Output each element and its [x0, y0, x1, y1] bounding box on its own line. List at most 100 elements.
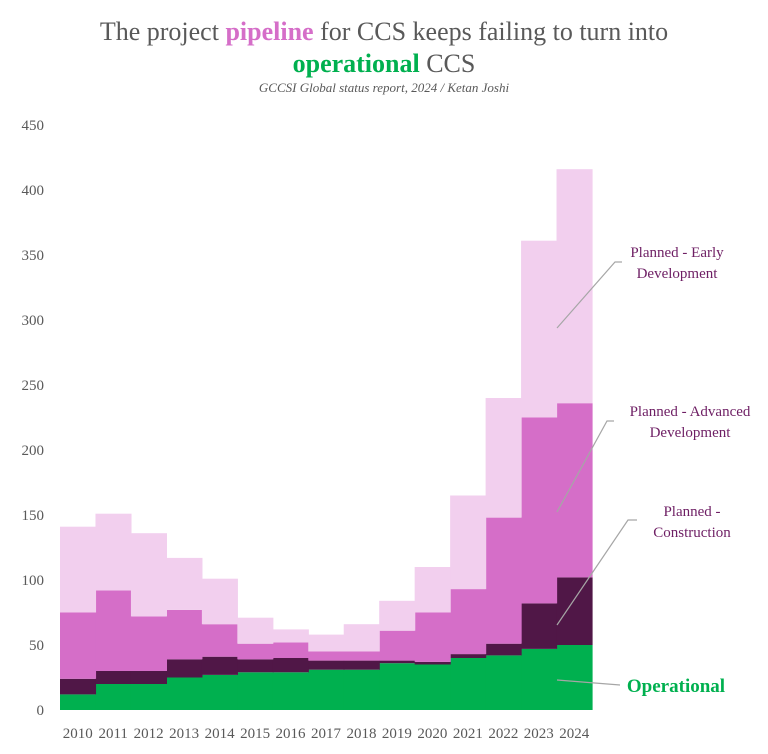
- bar-segment-operational-2023: [521, 648, 558, 710]
- bar-segment-planned-advanced-development-2018: [343, 651, 380, 661]
- x-tick-label: 2016: [276, 726, 307, 742]
- label-construction-2: Construction: [653, 525, 731, 541]
- label-early-2: Development: [637, 266, 719, 282]
- y-tick-label: 0: [37, 703, 45, 719]
- bar-segment-planned-construction-2019: [379, 660, 416, 664]
- bar-segment-planned-early-development-2018: [343, 624, 380, 652]
- bar-segment-planned-advanced-development-2013: [166, 609, 203, 660]
- bar-segment-planned-early-development-2017: [308, 634, 345, 652]
- chart-title-line1: The project pipeline for CCS keeps faili…: [0, 15, 768, 48]
- leader-line-operational: [556, 679, 621, 686]
- x-tick-label: 2019: [382, 726, 412, 742]
- x-tick-label: 2015: [240, 726, 270, 742]
- bar-segment-planned-early-development-2021: [450, 495, 487, 590]
- x-tick-label: 2020: [417, 726, 447, 742]
- bar-segment-planned-construction-2023: [521, 603, 558, 649]
- bar-segment-planned-construction-2017: [308, 660, 345, 670]
- bar-segment-operational-2019: [379, 663, 416, 710]
- label-advanced-2: Development: [650, 425, 732, 441]
- bar-segment-planned-construction-2022: [485, 643, 522, 656]
- bar-segment-planned-early-development-2019: [379, 600, 416, 631]
- bar-segment-planned-advanced-development-2020: [414, 612, 451, 662]
- x-tick-label: 2013: [169, 726, 199, 742]
- bar-segment-planned-early-development-2015: [237, 617, 274, 644]
- bar-segment-planned-construction-2014: [201, 656, 238, 675]
- y-tick-label: 200: [22, 443, 45, 459]
- bar-segment-planned-early-development-2020: [414, 567, 451, 613]
- label-operational: Operational: [627, 676, 725, 697]
- y-tick-label: 400: [22, 183, 45, 199]
- y-tick-label: 150: [22, 508, 45, 524]
- leader-line-advanced: [556, 420, 614, 513]
- bar-segment-planned-early-development-2023: [521, 240, 558, 418]
- bar-segment-planned-advanced-development-2019: [379, 630, 416, 661]
- bar-segment-planned-construction-2020: [414, 661, 451, 665]
- bar-segment-planned-early-development-2012: [130, 533, 167, 617]
- bar-segment-planned-construction-2016: [272, 658, 309, 673]
- bar-segment-planned-construction-2018: [343, 660, 380, 670]
- x-tick-label: 2010: [63, 726, 93, 742]
- y-tick-label: 250: [22, 378, 45, 394]
- chart-subtitle: GCCSI Global status report, 2024 / Ketan…: [258, 80, 510, 95]
- bar-segment-planned-early-development-2010: [60, 526, 97, 613]
- bar-segment-planned-advanced-development-2015: [237, 643, 274, 660]
- bar-segment-planned-advanced-development-2021: [450, 589, 487, 655]
- bar-segment-planned-advanced-development-2014: [201, 624, 238, 657]
- x-tick-label: 2018: [346, 726, 376, 742]
- chart-title-line2: operational CCS: [0, 47, 768, 80]
- x-tick-label: 2022: [488, 726, 518, 742]
- bar-segment-operational-2021: [450, 658, 487, 710]
- x-tick-label: 2014: [205, 726, 236, 742]
- bar-segment-planned-early-development-2016: [272, 629, 309, 643]
- label-early-1: Planned - Early: [630, 245, 724, 261]
- bar-segment-operational-2016: [272, 672, 309, 710]
- title-highlight-operational: operational: [292, 49, 420, 78]
- label-construction-1: Planned -: [663, 504, 720, 520]
- title-text: for CCS keeps failing to turn into: [313, 17, 669, 46]
- bar-segment-planned-advanced-development-2010: [60, 612, 97, 679]
- bar-segment-operational-2020: [414, 664, 451, 710]
- bar-segment-operational-2011: [95, 684, 132, 710]
- bar-segment-operational-2012: [130, 684, 167, 710]
- title-highlight-pipeline: pipeline: [225, 17, 314, 46]
- bar-segment-operational-2013: [166, 677, 203, 710]
- bar-segment-planned-construction-2011: [95, 671, 132, 684]
- bar-segment-planned-advanced-development-2024: [556, 403, 593, 578]
- label-advanced-1: Planned - Advanced: [630, 404, 751, 420]
- title-text: CCS: [419, 49, 476, 78]
- bar-segment-planned-early-development-2024: [556, 169, 593, 404]
- title-text: The project: [99, 17, 226, 46]
- bar-segment-planned-advanced-development-2016: [272, 642, 309, 658]
- bar-segment-planned-advanced-development-2022: [485, 517, 522, 644]
- bar-segment-planned-early-development-2014: [201, 578, 238, 625]
- x-tick-label: 2012: [134, 726, 164, 742]
- bar-segment-operational-2017: [308, 669, 345, 710]
- leader-line-early: [556, 261, 622, 329]
- bar-segment-planned-construction-2010: [60, 678, 97, 695]
- bar-segment-planned-construction-2012: [130, 671, 167, 684]
- bar-segment-planned-advanced-development-2012: [130, 616, 167, 671]
- bar-segment-planned-advanced-development-2023: [521, 417, 558, 604]
- bar-segment-planned-early-development-2013: [166, 557, 203, 610]
- bar-segment-operational-2018: [343, 669, 380, 710]
- bar-segment-planned-early-development-2022: [485, 398, 522, 518]
- bar-segment-planned-construction-2013: [166, 659, 203, 678]
- bar-segment-planned-advanced-development-2017: [308, 651, 345, 661]
- x-tick-label: 2011: [98, 726, 127, 742]
- leader-line-construction: [556, 519, 637, 626]
- bar-segment-operational-2014: [201, 674, 238, 710]
- bar-segment-planned-construction-2021: [450, 654, 487, 658]
- x-tick-label: 2017: [311, 726, 342, 742]
- bar-segment-operational-2015: [237, 672, 274, 710]
- y-tick-label: 50: [29, 638, 44, 654]
- x-tick-label: 2021: [453, 726, 483, 742]
- x-tick-label: 2024: [559, 726, 590, 742]
- bar-segment-operational-2022: [485, 655, 522, 710]
- y-tick-label: 450: [22, 118, 45, 134]
- bar-segment-operational-2024: [556, 645, 593, 710]
- bar-segment-planned-construction-2024: [556, 577, 593, 645]
- bar-segment-operational-2010: [60, 694, 97, 710]
- y-tick-label: 350: [22, 248, 45, 264]
- y-tick-label: 100: [22, 573, 45, 589]
